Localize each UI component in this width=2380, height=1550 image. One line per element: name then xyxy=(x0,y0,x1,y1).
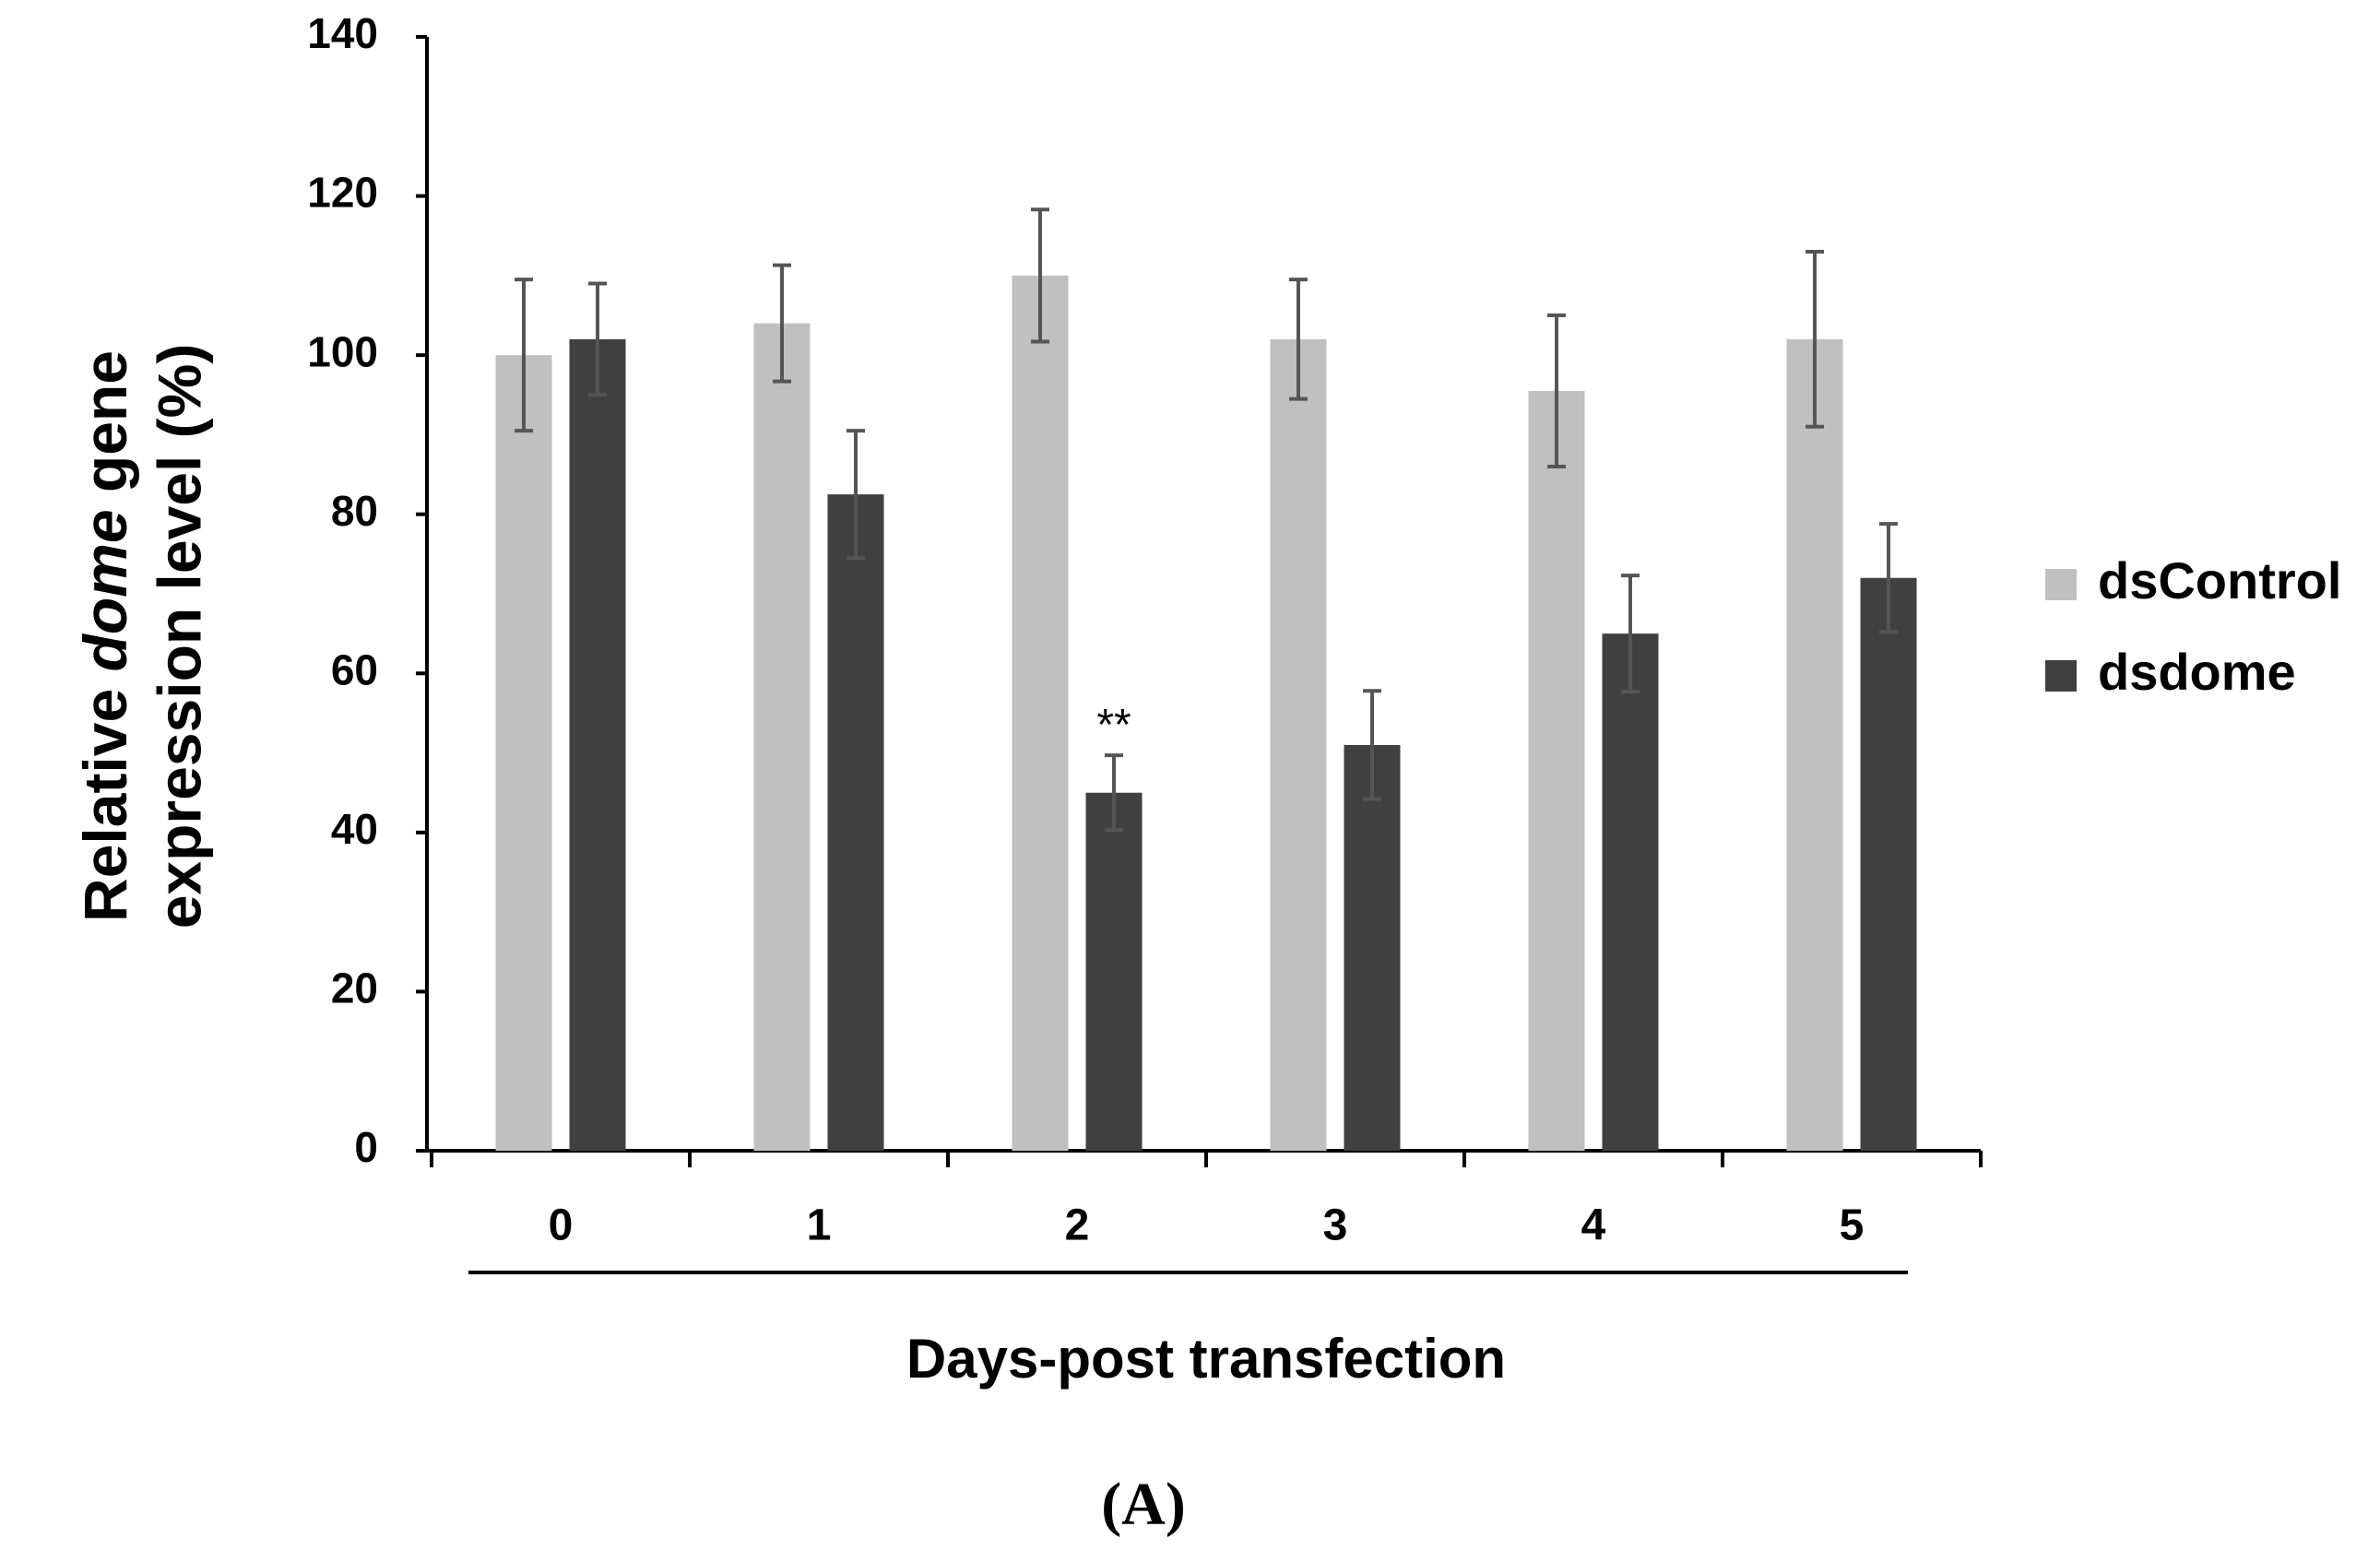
legend-label: dsdome xyxy=(2098,643,2296,701)
x-axis-label: Days-post transfection xyxy=(906,1328,1506,1390)
bar xyxy=(569,338,626,1151)
y-tick-label: 20 xyxy=(331,964,378,1012)
bar xyxy=(495,355,552,1152)
bar xyxy=(1528,390,1585,1151)
panel-label: (A) xyxy=(1101,1471,1186,1538)
y-tick-label: 80 xyxy=(331,487,378,535)
bar xyxy=(827,494,884,1151)
y-tick-label: 140 xyxy=(307,9,378,57)
bar xyxy=(1085,792,1143,1151)
bar xyxy=(1344,744,1401,1151)
x-tick-label: 3 xyxy=(1323,1201,1348,1250)
y-label-part: dome xyxy=(71,509,139,671)
x-tick-label: 1 xyxy=(807,1201,832,1250)
bar xyxy=(753,323,811,1152)
bar xyxy=(1786,338,1843,1151)
y-tick-label: 100 xyxy=(307,327,378,375)
legend-swatch xyxy=(2045,660,2077,692)
bar xyxy=(1860,577,1917,1151)
bar xyxy=(1602,633,1659,1151)
bar xyxy=(1270,338,1327,1151)
y-label-part: Relative xyxy=(71,689,139,922)
y-axis-label: Relative dome gene xyxy=(71,350,139,922)
bar xyxy=(1012,275,1069,1151)
x-tick-label: 4 xyxy=(1581,1201,1606,1250)
legend-label: dsControl xyxy=(2098,551,2341,609)
y-tick-label: 120 xyxy=(307,169,378,217)
y-tick-label: 60 xyxy=(331,645,378,693)
y-axis-label: expression level (%) xyxy=(145,344,213,929)
y-label-part: gene xyxy=(71,350,139,492)
x-tick-label: 5 xyxy=(1840,1201,1865,1250)
y-tick-label: 40 xyxy=(331,805,378,853)
x-tick-label: 0 xyxy=(549,1201,574,1250)
x-tick-label: 2 xyxy=(1065,1201,1090,1250)
legend-swatch xyxy=(2045,569,2077,600)
y-tick-label: 0 xyxy=(354,1123,378,1171)
annotation: ** xyxy=(1096,701,1131,750)
